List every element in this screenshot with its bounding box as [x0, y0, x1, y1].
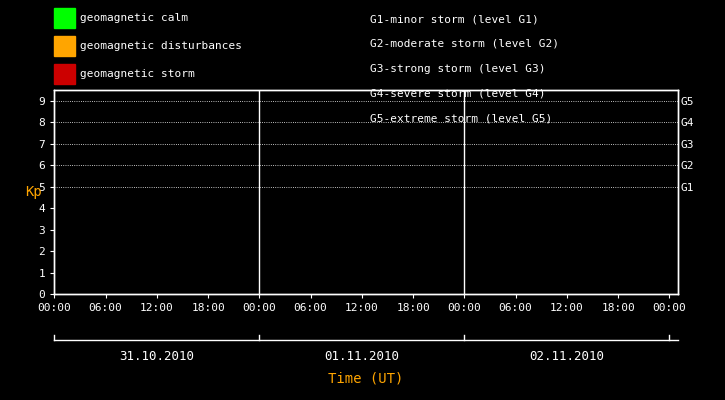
Text: 02.11.2010: 02.11.2010 — [529, 350, 605, 363]
Text: geomagnetic disturbances: geomagnetic disturbances — [80, 41, 241, 51]
Text: geomagnetic storm: geomagnetic storm — [80, 69, 194, 79]
Text: G4-severe storm (level G4): G4-severe storm (level G4) — [370, 88, 545, 98]
Y-axis label: Kp: Kp — [25, 185, 41, 199]
Text: 31.10.2010: 31.10.2010 — [120, 350, 194, 363]
Text: G1-minor storm (level G1): G1-minor storm (level G1) — [370, 14, 539, 24]
Text: G3-strong storm (level G3): G3-strong storm (level G3) — [370, 64, 545, 74]
Text: G2-moderate storm (level G2): G2-moderate storm (level G2) — [370, 39, 559, 49]
Text: 01.11.2010: 01.11.2010 — [324, 350, 399, 363]
Text: G5-extreme storm (level G5): G5-extreme storm (level G5) — [370, 113, 552, 123]
Text: Time (UT): Time (UT) — [328, 372, 404, 386]
Text: geomagnetic calm: geomagnetic calm — [80, 13, 188, 23]
